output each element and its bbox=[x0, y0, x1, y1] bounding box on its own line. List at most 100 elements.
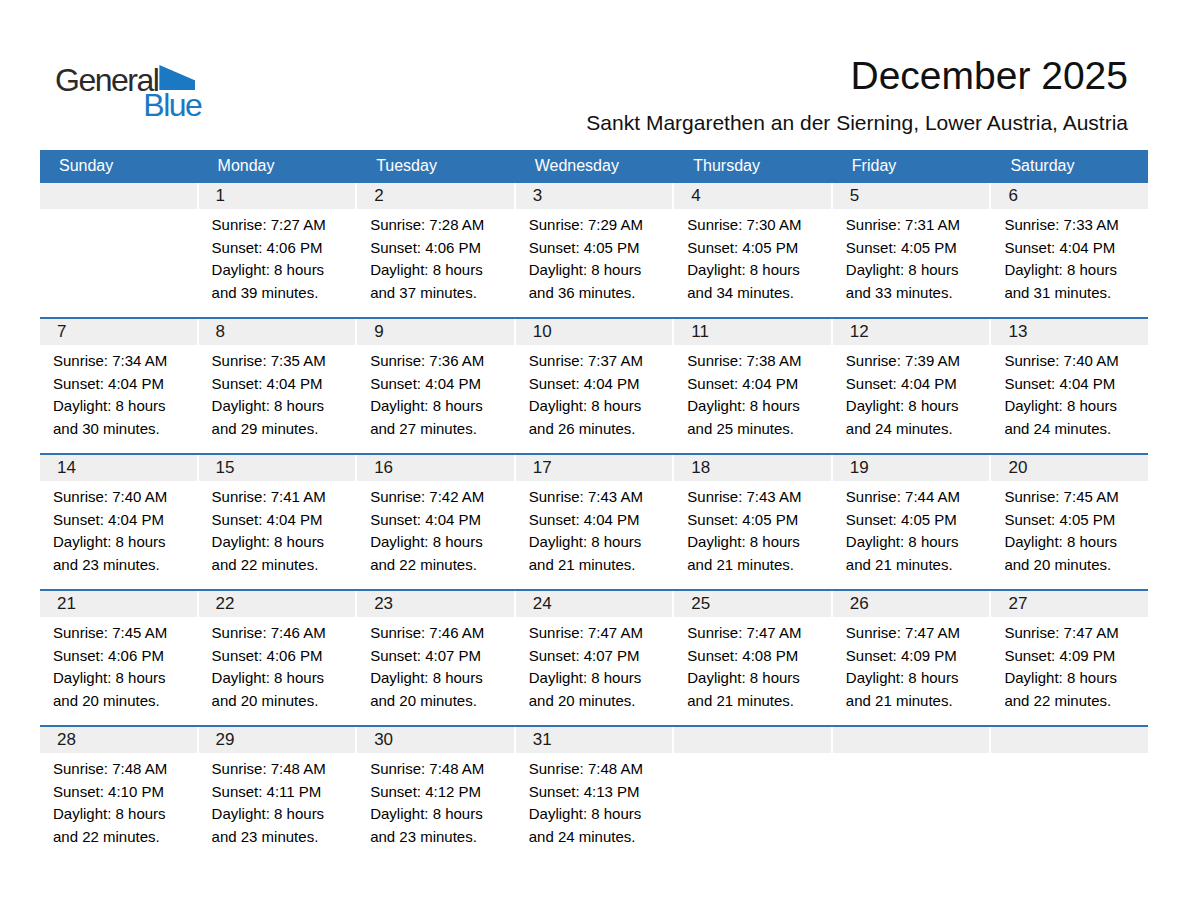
day-number-band: 4 bbox=[674, 183, 831, 209]
day-cell-body: Sunrise: 7:38 AMSunset: 4:04 PMDaylight:… bbox=[674, 345, 831, 440]
sunset-text: Sunset: 4:13 PM bbox=[529, 781, 667, 804]
day-cell-body: Sunrise: 7:44 AMSunset: 4:05 PMDaylight:… bbox=[833, 481, 990, 576]
day-cell bbox=[40, 183, 197, 317]
day-number: 6 bbox=[1008, 186, 1017, 206]
daylight-line2: and 27 minutes. bbox=[370, 418, 508, 441]
sunset-text: Sunset: 4:04 PM bbox=[687, 373, 825, 396]
day-cell bbox=[674, 727, 831, 861]
daylight-line2: and 37 minutes. bbox=[370, 282, 508, 305]
day-cell-body: Sunrise: 7:36 AMSunset: 4:04 PMDaylight:… bbox=[357, 345, 514, 440]
sunset-text: Sunset: 4:05 PM bbox=[846, 237, 984, 260]
day-cell-body: Sunrise: 7:41 AMSunset: 4:04 PMDaylight:… bbox=[199, 481, 356, 576]
week-row: 1 Sunrise: 7:27 AMSunset: 4:06 PMDayligh… bbox=[40, 181, 1148, 317]
daylight-line1: Daylight: 8 hours bbox=[212, 803, 350, 826]
daylight-line2: and 23 minutes. bbox=[53, 554, 191, 577]
weekday-label-monday: Monday bbox=[199, 157, 356, 175]
day-number: 11 bbox=[691, 322, 709, 342]
day-cell-body: Sunrise: 7:45 AMSunset: 4:06 PMDaylight:… bbox=[40, 617, 197, 712]
day-cell bbox=[991, 727, 1148, 861]
day-number-band bbox=[833, 727, 990, 753]
daylight-line2: and 31 minutes. bbox=[1004, 282, 1142, 305]
day-cell-body bbox=[991, 753, 1148, 758]
sunrise-text: Sunrise: 7:47 AM bbox=[846, 622, 984, 645]
daylight-line2: and 22 minutes. bbox=[1004, 690, 1142, 713]
day-number-band: 26 bbox=[833, 591, 990, 617]
day-cell: 25 Sunrise: 7:47 AMSunset: 4:08 PMDaylig… bbox=[674, 591, 831, 725]
sunset-text: Sunset: 4:05 PM bbox=[687, 509, 825, 532]
daylight-line1: Daylight: 8 hours bbox=[687, 531, 825, 554]
sunrise-text: Sunrise: 7:34 AM bbox=[53, 350, 191, 373]
sunrise-text: Sunrise: 7:43 AM bbox=[529, 486, 667, 509]
day-cell-body: Sunrise: 7:45 AMSunset: 4:05 PMDaylight:… bbox=[991, 481, 1148, 576]
day-number: 14 bbox=[57, 458, 76, 478]
daylight-line2: and 20 minutes. bbox=[370, 690, 508, 713]
day-cell: 28 Sunrise: 7:48 AMSunset: 4:10 PMDaylig… bbox=[40, 727, 197, 861]
daylight-line2: and 24 minutes. bbox=[1004, 418, 1142, 441]
sunrise-text: Sunrise: 7:45 AM bbox=[1004, 486, 1142, 509]
daylight-line1: Daylight: 8 hours bbox=[212, 259, 350, 282]
daylight-line1: Daylight: 8 hours bbox=[370, 259, 508, 282]
day-cell: 3 Sunrise: 7:29 AMSunset: 4:05 PMDayligh… bbox=[516, 183, 673, 317]
daylight-line1: Daylight: 8 hours bbox=[370, 531, 508, 554]
week-row: 14 Sunrise: 7:40 AMSunset: 4:04 PMDaylig… bbox=[40, 453, 1148, 589]
day-cell-body bbox=[40, 209, 197, 214]
daylight-line1: Daylight: 8 hours bbox=[846, 395, 984, 418]
daylight-line1: Daylight: 8 hours bbox=[370, 667, 508, 690]
daylight-line1: Daylight: 8 hours bbox=[370, 803, 508, 826]
day-cell-body: Sunrise: 7:47 AMSunset: 4:09 PMDaylight:… bbox=[991, 617, 1148, 712]
day-number: 16 bbox=[374, 458, 393, 478]
day-cell: 12 Sunrise: 7:39 AMSunset: 4:04 PMDaylig… bbox=[833, 319, 990, 453]
day-number-band: 29 bbox=[199, 727, 356, 753]
sunset-text: Sunset: 4:12 PM bbox=[370, 781, 508, 804]
day-number-band: 2 bbox=[357, 183, 514, 209]
daylight-line2: and 34 minutes. bbox=[687, 282, 825, 305]
day-cell: 21 Sunrise: 7:45 AMSunset: 4:06 PMDaylig… bbox=[40, 591, 197, 725]
weekday-header-row: Sunday Monday Tuesday Wednesday Thursday… bbox=[40, 150, 1148, 181]
weekday-label-tuesday: Tuesday bbox=[357, 157, 514, 175]
day-cell: 19 Sunrise: 7:44 AMSunset: 4:05 PMDaylig… bbox=[833, 455, 990, 589]
page-header: General Blue December 2025 Sankt Margare… bbox=[40, 0, 1148, 133]
daylight-line2: and 30 minutes. bbox=[53, 418, 191, 441]
day-number-band: 24 bbox=[516, 591, 673, 617]
day-number: 26 bbox=[850, 594, 869, 614]
sunrise-text: Sunrise: 7:30 AM bbox=[687, 214, 825, 237]
day-cell-body: Sunrise: 7:40 AMSunset: 4:04 PMDaylight:… bbox=[991, 345, 1148, 440]
location-subtitle: Sankt Margarethen an der Sierning, Lower… bbox=[586, 112, 1128, 133]
daylight-line2: and 20 minutes. bbox=[53, 690, 191, 713]
sunrise-text: Sunrise: 7:36 AM bbox=[370, 350, 508, 373]
day-number-band bbox=[40, 183, 197, 209]
daylight-line1: Daylight: 8 hours bbox=[846, 259, 984, 282]
day-number-band: 7 bbox=[40, 319, 197, 345]
day-cell-body: Sunrise: 7:47 AMSunset: 4:08 PMDaylight:… bbox=[674, 617, 831, 712]
day-cell-body: Sunrise: 7:48 AMSunset: 4:12 PMDaylight:… bbox=[357, 753, 514, 848]
sunset-text: Sunset: 4:04 PM bbox=[846, 373, 984, 396]
sunrise-text: Sunrise: 7:47 AM bbox=[1004, 622, 1142, 645]
sunrise-text: Sunrise: 7:46 AM bbox=[212, 622, 350, 645]
sunrise-text: Sunrise: 7:40 AM bbox=[1004, 350, 1142, 373]
sunset-text: Sunset: 4:04 PM bbox=[529, 509, 667, 532]
day-number: 25 bbox=[691, 594, 710, 614]
general-blue-logo: General Blue bbox=[55, 64, 195, 121]
daylight-line2: and 20 minutes. bbox=[1004, 554, 1142, 577]
day-number: 7 bbox=[57, 322, 66, 342]
day-number: 24 bbox=[533, 594, 552, 614]
sunrise-text: Sunrise: 7:29 AM bbox=[529, 214, 667, 237]
sunset-text: Sunset: 4:04 PM bbox=[370, 509, 508, 532]
sunset-text: Sunset: 4:11 PM bbox=[212, 781, 350, 804]
day-cell-body: Sunrise: 7:27 AMSunset: 4:06 PMDaylight:… bbox=[199, 209, 356, 304]
sunset-text: Sunset: 4:05 PM bbox=[846, 509, 984, 532]
title-block: December 2025 Sankt Margarethen an der S… bbox=[586, 56, 1148, 133]
day-cell: 9 Sunrise: 7:36 AMSunset: 4:04 PMDayligh… bbox=[357, 319, 514, 453]
sunrise-text: Sunrise: 7:42 AM bbox=[370, 486, 508, 509]
daylight-line2: and 24 minutes. bbox=[529, 826, 667, 849]
daylight-line1: Daylight: 8 hours bbox=[1004, 531, 1142, 554]
day-cell-body: Sunrise: 7:46 AMSunset: 4:06 PMDaylight:… bbox=[199, 617, 356, 712]
daylight-line1: Daylight: 8 hours bbox=[846, 667, 984, 690]
daylight-line1: Daylight: 8 hours bbox=[212, 667, 350, 690]
day-number: 28 bbox=[57, 730, 76, 750]
daylight-line2: and 36 minutes. bbox=[529, 282, 667, 305]
sunrise-text: Sunrise: 7:47 AM bbox=[529, 622, 667, 645]
daylight-line1: Daylight: 8 hours bbox=[370, 395, 508, 418]
daylight-line1: Daylight: 8 hours bbox=[529, 395, 667, 418]
sunrise-text: Sunrise: 7:38 AM bbox=[687, 350, 825, 373]
